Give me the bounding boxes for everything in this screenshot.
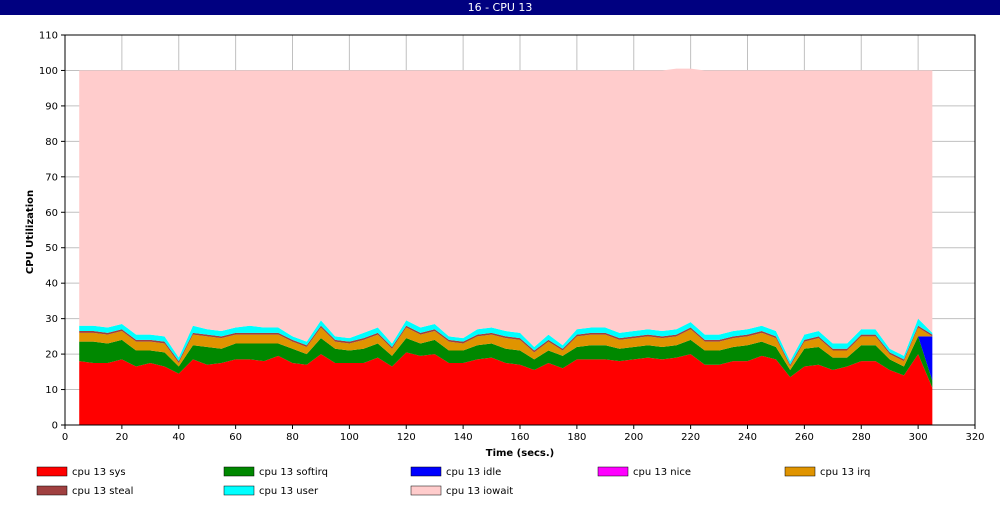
x-tick-label: 20 <box>116 432 129 443</box>
y-tick-label: 40 <box>45 279 58 290</box>
x-tick-label: 100 <box>340 432 359 443</box>
legend-label: cpu 13 idle <box>446 467 501 478</box>
x-tick-label: 240 <box>738 432 757 443</box>
x-tick-label: 180 <box>567 432 586 443</box>
legend-item: cpu 13 iowait <box>410 485 513 497</box>
x-tick-label: 260 <box>795 432 814 443</box>
legend-label: cpu 13 sys <box>72 467 126 478</box>
x-tick-label: 220 <box>681 432 700 443</box>
x-tick-label: 160 <box>510 432 529 443</box>
y-tick-label: 0 <box>52 421 58 432</box>
y-tick-label: 110 <box>39 31 58 42</box>
legend-item: cpu 13 idle <box>410 466 501 478</box>
legend-label: cpu 13 steal <box>72 486 133 497</box>
x-tick-label: 280 <box>852 432 871 443</box>
y-tick-label: 10 <box>45 385 58 396</box>
window-title: 16 - CPU 13 <box>0 0 1000 15</box>
legend-swatch <box>597 466 629 477</box>
y-tick-label: 20 <box>45 350 58 361</box>
y-tick-label: 60 <box>45 208 58 219</box>
series-areas <box>79 68 933 425</box>
area-cpu-13-iowait <box>79 68 933 362</box>
legend-label: cpu 13 iowait <box>446 486 513 497</box>
area-cpu-13-sys <box>79 352 933 425</box>
legend-swatch <box>223 485 255 496</box>
x-tick-label: 120 <box>397 432 416 443</box>
area-cpu-13-irq <box>79 327 933 371</box>
chart: 0 20 40 60 80 100 120 140 160 180 200 220 240 260 280 3… <box>0 15 1000 504</box>
x-tick-label: 0 <box>62 432 68 443</box>
x-tick-label: 200 <box>624 432 643 443</box>
y-tick-label: 70 <box>45 172 58 183</box>
legend-label: cpu 13 user <box>259 486 319 497</box>
legend-swatch <box>36 466 68 477</box>
legend-item: cpu 13 irq <box>784 466 870 478</box>
y-axis-ticks: 0 10 20 30 40 50 60 70 80 90 100 110 <box>39 31 65 432</box>
x-axis-label: Time (secs.) <box>486 448 555 459</box>
x-tick-label: 40 <box>172 432 185 443</box>
legend-swatch <box>784 466 816 477</box>
x-axis-ticks: 0 20 40 60 80 100 120 140 160 180 200 220 240 260 280 3… <box>62 425 985 443</box>
y-tick-label: 50 <box>45 243 58 254</box>
y-tick-label: 90 <box>45 101 58 112</box>
legend-label: cpu 13 irq <box>820 467 870 478</box>
legend-swatch <box>410 485 442 496</box>
legend-swatch <box>36 485 68 496</box>
legend-item: cpu 13 nice <box>597 466 691 478</box>
x-tick-label: 300 <box>909 432 928 443</box>
legend-item: cpu 13 user <box>223 485 319 497</box>
y-tick-label: 100 <box>39 66 58 77</box>
legend-item: cpu 13 sys <box>36 466 126 478</box>
y-axis-label: CPU Utilization <box>25 190 36 274</box>
y-tick-label: 30 <box>45 314 58 325</box>
y-tick-label: 80 <box>45 137 58 148</box>
chart-svg: 0 20 40 60 80 100 120 140 160 180 200 220 240 260 280 3… <box>0 15 1000 504</box>
x-tick-label: 80 <box>286 432 299 443</box>
legend-label: cpu 13 nice <box>633 467 691 478</box>
x-tick-label: 140 <box>454 432 473 443</box>
legend-label: cpu 13 softirq <box>259 467 328 478</box>
legend-swatch <box>223 466 255 477</box>
area-cpu-13-softirq <box>79 336 933 388</box>
x-tick-label: 320 <box>965 432 984 443</box>
legend-item: cpu 13 steal <box>36 485 133 497</box>
x-tick-label: 60 <box>229 432 242 443</box>
legend-swatch <box>410 466 442 477</box>
legend-item: cpu 13 softirq <box>223 466 328 478</box>
legend: cpu 13 sys cpu 13 softirq cpu 13 idle cpu 1… <box>36 466 870 497</box>
